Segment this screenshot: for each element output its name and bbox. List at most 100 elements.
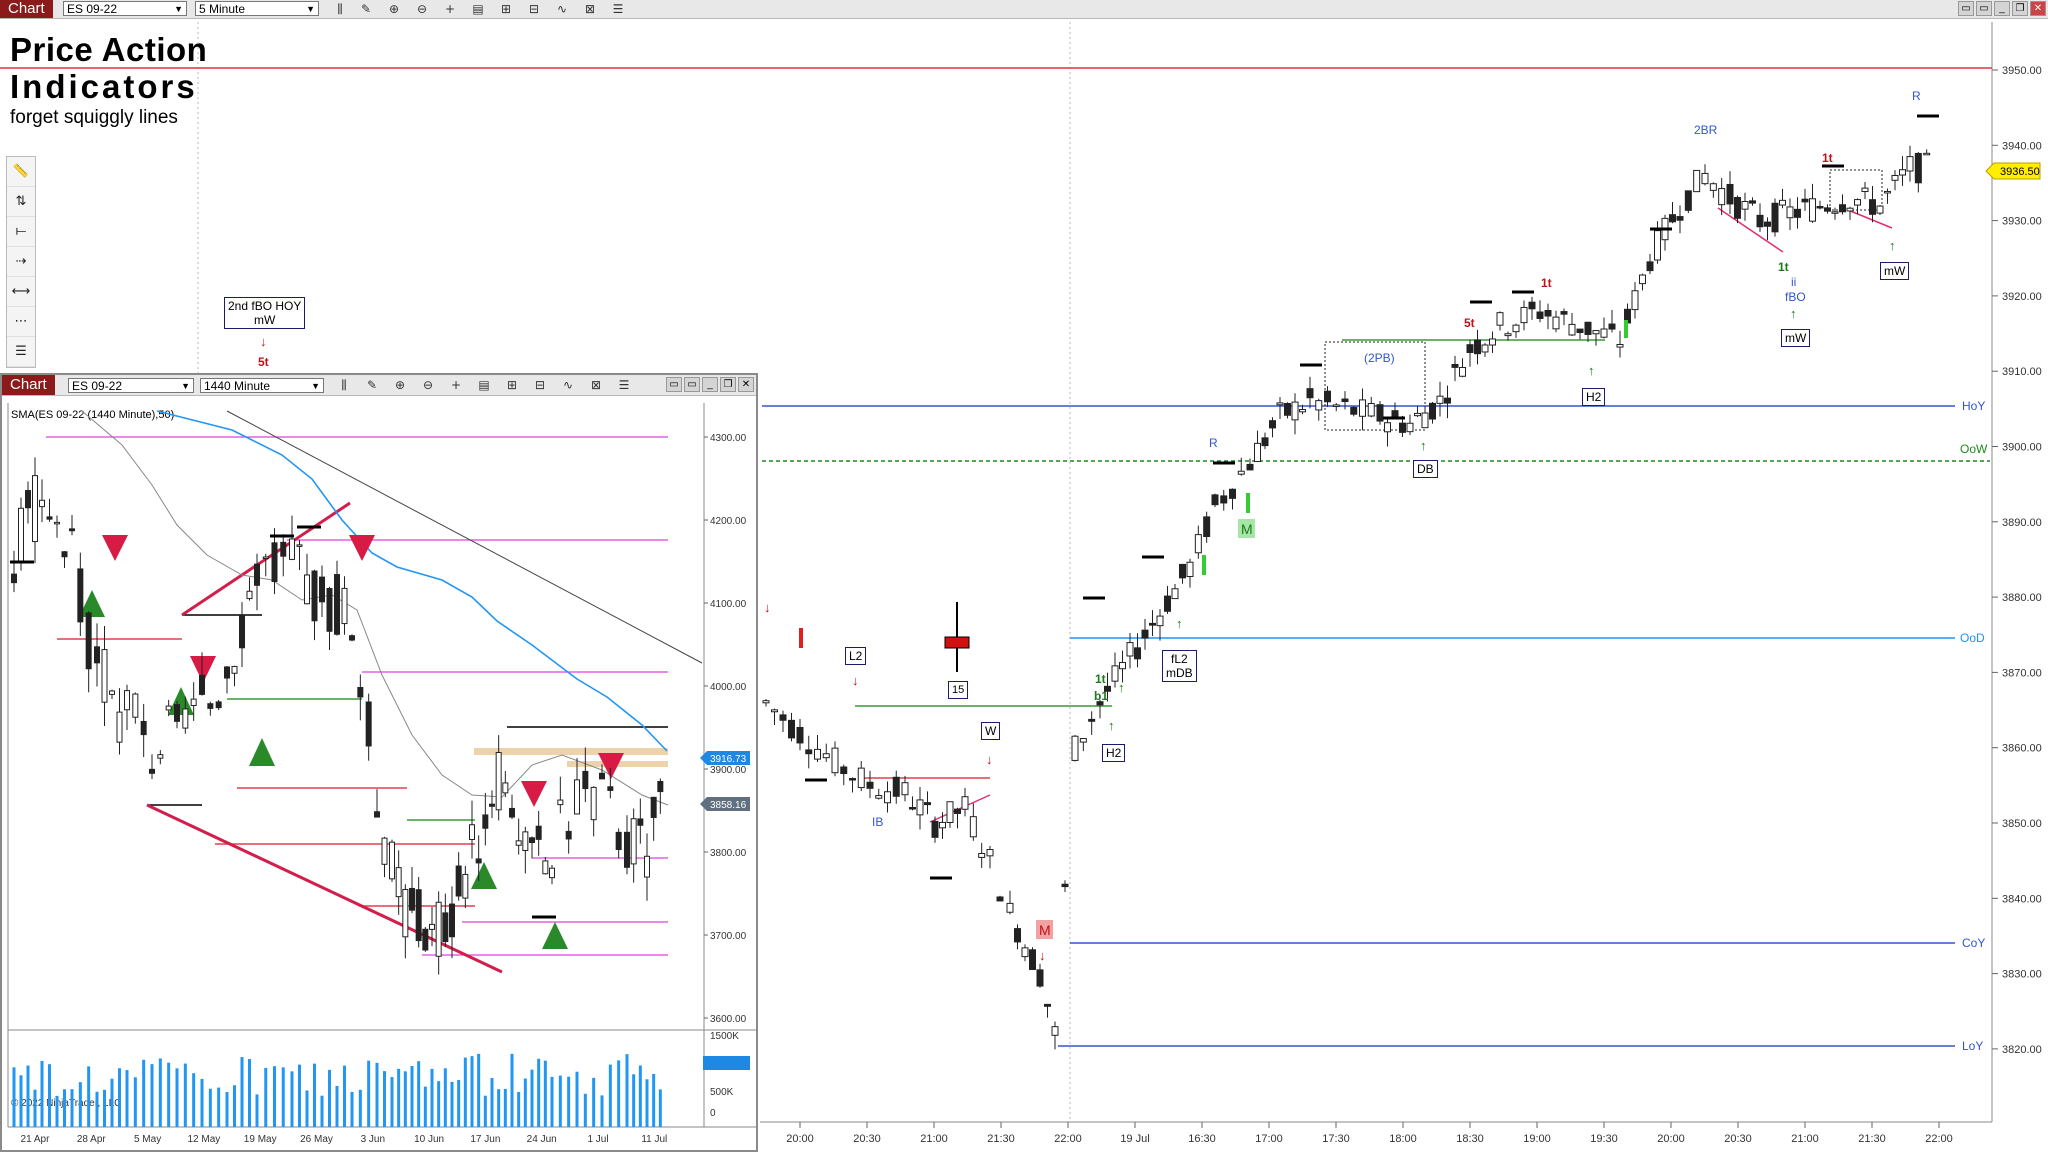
volume-bar [95,1091,99,1127]
candle [1436,381,1444,417]
crosshair-icon[interactable]: + [450,378,462,392]
daily-price-chart[interactable]: 4300.00 4200.00 4100.00 4000.00 3900.00 3800.… [2,375,756,1152]
instrument-select[interactable]: ES 09-22 ▼ [63,1,187,16]
list-icon[interactable]: ☰ [618,378,630,392]
zoom-in-icon[interactable]: ⊕ [388,2,400,16]
candle [1429,402,1436,424]
down-arrow-icon: ↓ [986,752,993,767]
down-arrow-icon: ↓ [260,334,267,349]
templates-icon[interactable]: ⊞ [500,2,512,16]
pencil-icon[interactable]: ✎ [360,2,372,16]
daily-timeframe-select[interactable]: 1440 Minute ▼ [200,378,324,393]
chart-tab[interactable]: Chart [0,0,53,18]
annotation-fl2-mdb: fL2 mDB [1162,650,1197,682]
list-icon[interactable]: ☰ [612,2,624,16]
daily-date-tick: 24 Jun [527,1134,557,1145]
annotation-ib: IB [872,815,884,829]
data-box-icon[interactable]: ⊠ [584,2,596,16]
title-line-2: Indicators [10,68,198,105]
candle [1061,880,1069,892]
dashed-line-icon[interactable]: ⋯ [7,307,35,337]
timeframe-select[interactable]: 5 Minute ▼ [195,1,319,16]
volume-bar [530,1069,534,1127]
up-arrow-icon: ↑ [1108,718,1115,733]
daily-candle [140,703,147,758]
indicators-icon[interactable]: ∿ [562,378,574,392]
tile-icon[interactable]: ▭ [666,377,682,392]
tile2-icon[interactable]: ▭ [684,377,700,392]
menu-icon[interactable]: ☰ [7,337,35,367]
candle [939,812,946,839]
daily-price-tick: 4100.00 [710,599,747,610]
daily-instrument-select[interactable]: ES 09-22 ▼ [68,378,194,393]
daily-candle [311,569,318,641]
volume-bar [48,1064,51,1127]
daily-candle [280,534,287,577]
daily-candle [395,850,402,915]
close-icon[interactable]: ✕ [738,377,754,392]
bars-type-icon[interactable]: ⫼ [341,378,347,392]
annotation-l2: L2 [845,647,867,665]
triangle-markers [79,535,624,949]
annotation-h2-b: H2 [1582,388,1606,406]
candle [1341,391,1349,410]
tile-icon[interactable]: ▭ [1958,1,1974,16]
candle [1669,202,1676,224]
arrow-up-down-icon[interactable]: ⇅ [7,187,35,217]
minimize-icon[interactable]: _ [702,377,718,392]
main-price-tick: 3910.00 [2002,366,2042,378]
minimize-icon[interactable]: _ [1994,1,2010,16]
candle [1661,214,1669,251]
zoom-in-icon[interactable]: ⊕ [394,378,406,392]
drawing-tools-palette: 📏 ⇅ ⟝ ⇢ ⟷ ⋯ ☰ [6,156,36,368]
candle [1528,296,1536,320]
candle [1079,738,1087,752]
daily-candle [289,515,295,561]
data-box-icon[interactable]: ⊠ [590,378,602,392]
main-price-tick: 3920.00 [2002,291,2042,303]
restore-icon[interactable]: ❐ [720,377,736,392]
annotation-r-a: R [1209,436,1218,450]
main-price-tick: 3950.00 [2002,65,2042,77]
bars-type-icon[interactable]: ⫼ [337,2,343,16]
title-block: Price Action Indicators forget squiggly … [10,32,207,130]
daily-candle [449,886,455,959]
annotation-mw-b: mW [1880,262,1910,280]
strategies-icon[interactable]: ⊟ [534,378,546,392]
ruler-icon[interactable]: 📏 [7,157,35,187]
indicators-icon[interactable]: ∿ [556,2,568,16]
ray-icon[interactable]: ⇢ [7,247,35,277]
candle [1186,558,1194,588]
annotation-b1: b1 [1094,689,1109,703]
daily-candle [101,625,108,727]
pencil-icon[interactable]: ✎ [366,378,378,392]
candle [1406,414,1414,435]
daily-chart-tab[interactable]: Chart [2,375,55,395]
properties-icon[interactable]: ▤ [478,378,490,392]
line-icon[interactable]: ⟝ [7,217,35,247]
volume-bar [638,1065,642,1127]
candle [954,807,961,829]
daily-candle [599,764,605,780]
templates-icon[interactable]: ⊞ [506,378,518,392]
main-price-tick: 3820.00 [2002,1044,2042,1056]
properties-icon[interactable]: ▤ [472,2,484,16]
candle [1560,308,1568,326]
daily-candle [409,866,415,914]
zoom-out-icon[interactable]: ⊖ [422,378,434,392]
daily-date-tick: 12 May [188,1134,221,1145]
strategies-icon[interactable]: ⊟ [528,2,540,16]
candle [1854,198,1861,215]
daily-date-tick: 21 Apr [21,1134,51,1145]
volume-bar [78,1082,82,1127]
extended-line-icon[interactable]: ⟷ [7,277,35,307]
close-icon[interactable]: ✕ [2030,1,2046,16]
volume-bar [200,1078,204,1127]
zoom-out-icon[interactable]: ⊖ [416,2,428,16]
candle [1444,385,1451,419]
candle [909,796,916,811]
restore-icon[interactable]: ❐ [2012,1,2028,16]
tile2-icon[interactable]: ▭ [1976,1,1992,16]
crosshair-icon[interactable]: + [444,2,456,16]
volume-bar [575,1071,579,1127]
